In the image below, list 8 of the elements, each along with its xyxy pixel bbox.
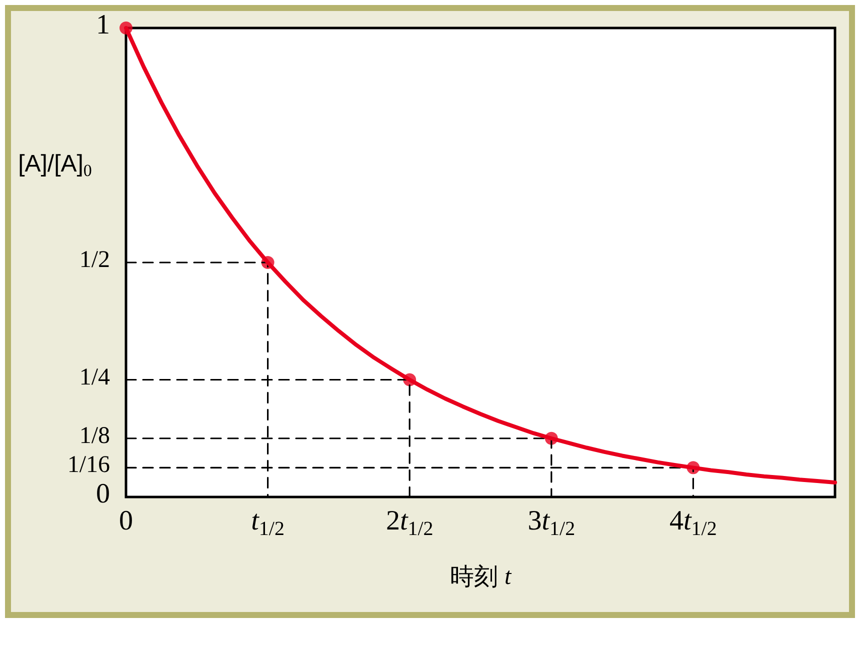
y-tick-label: 1/4 bbox=[79, 364, 110, 390]
y-tick-label: 0 bbox=[96, 478, 110, 510]
y-tick-label: 1/2 bbox=[79, 247, 110, 273]
y-tick-label: 1/8 bbox=[79, 422, 110, 449]
x-axis-title: 時刻 t bbox=[450, 564, 512, 590]
x-tick-label: 0 bbox=[119, 506, 133, 536]
y-tick-label: 1/16 bbox=[67, 452, 110, 478]
y-tick-label: 1 bbox=[96, 10, 110, 40]
